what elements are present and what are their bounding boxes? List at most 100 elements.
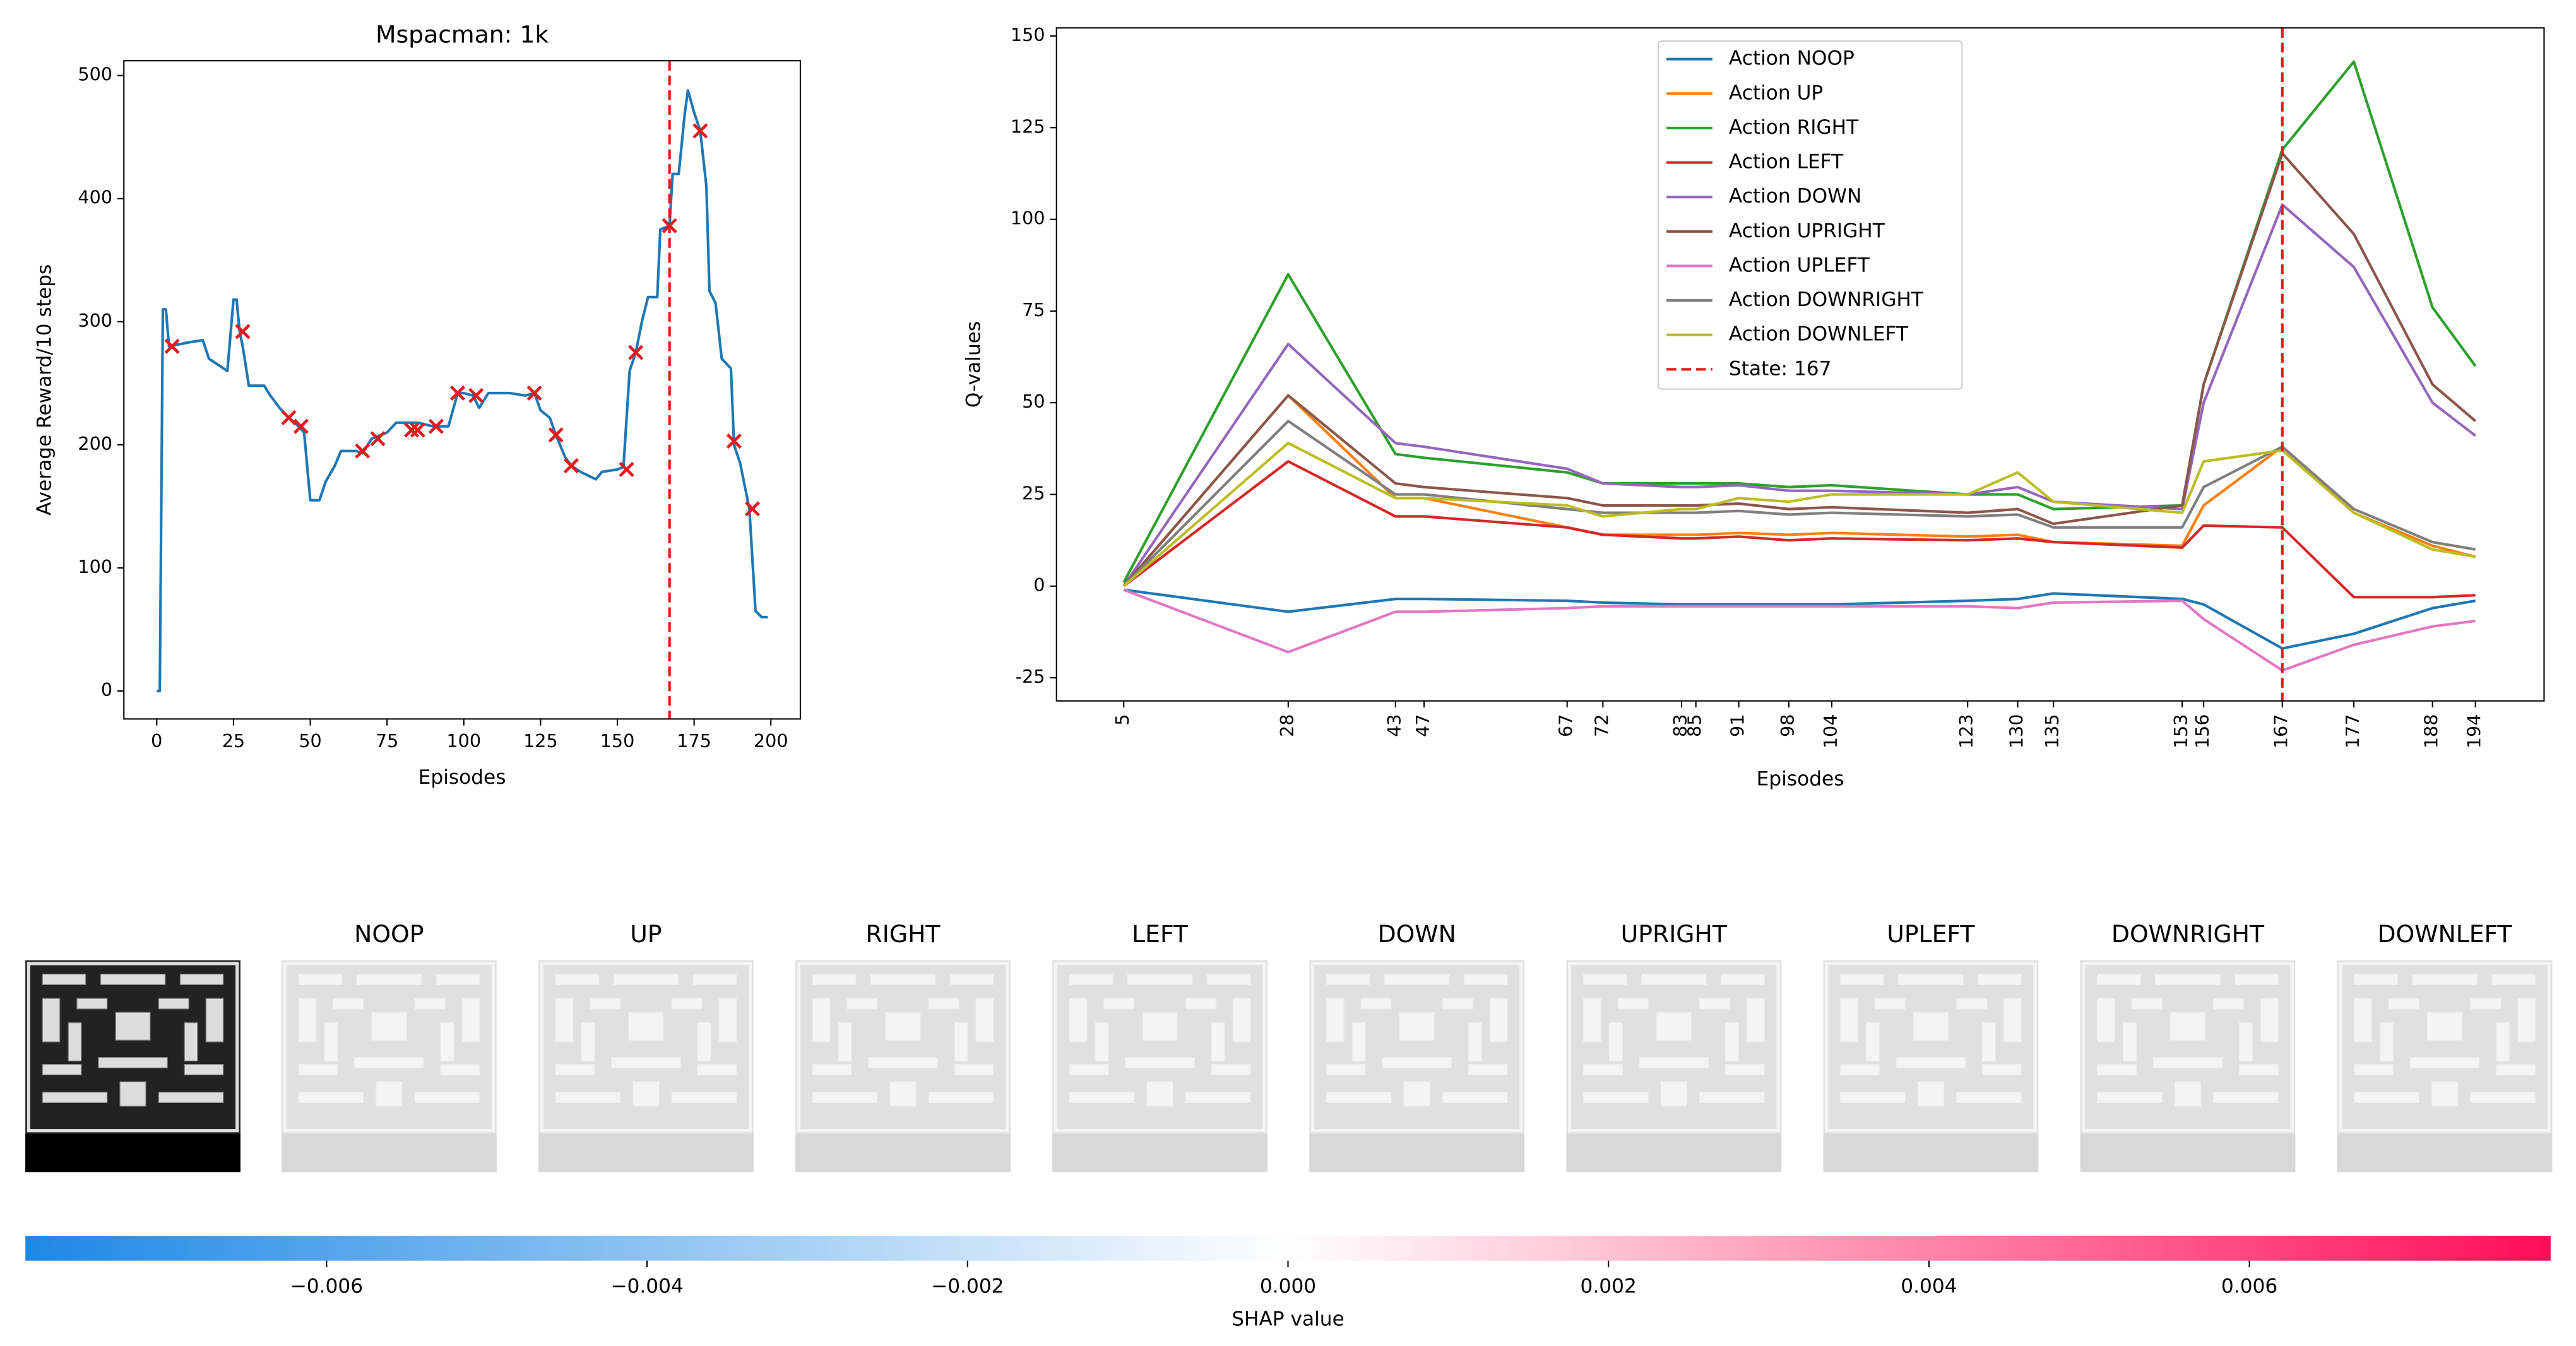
maze-wall bbox=[2409, 1057, 2480, 1068]
y-tick-label: -25 bbox=[1016, 666, 1045, 687]
x-tick-label: 153 bbox=[2170, 714, 2192, 749]
maze-wall bbox=[184, 1064, 224, 1075]
maze-wall bbox=[697, 1064, 737, 1075]
maze-wall bbox=[1746, 998, 1765, 1042]
maze-wall bbox=[1069, 1092, 1135, 1103]
maze-wall bbox=[838, 1022, 852, 1061]
maze-wall bbox=[868, 1057, 938, 1068]
maze-wall bbox=[42, 1064, 82, 1075]
marker bbox=[692, 123, 708, 139]
maze-wall bbox=[2213, 998, 2245, 1010]
panel-title: DOWN bbox=[1378, 920, 1456, 948]
x-tick-label: 75 bbox=[376, 730, 398, 752]
x-axis-label: Episodes bbox=[418, 766, 506, 789]
x-tick-label: 194 bbox=[2464, 714, 2485, 749]
maze-wall bbox=[975, 998, 994, 1042]
marker bbox=[370, 431, 386, 447]
maze-wall bbox=[1351, 1022, 1366, 1061]
maze-wall bbox=[555, 1092, 621, 1103]
maze-wall bbox=[440, 1064, 480, 1075]
marker bbox=[548, 427, 564, 443]
maze-wall bbox=[1840, 1092, 1906, 1103]
x-tick-label: −0.006 bbox=[290, 1275, 363, 1297]
x-tick-label: 5 bbox=[1112, 714, 1133, 726]
maze-wall bbox=[2388, 998, 2419, 1010]
maze-wall bbox=[1840, 1064, 1880, 1075]
x-tick-label: 0 bbox=[151, 730, 162, 752]
maze-wall bbox=[812, 998, 831, 1042]
maze-wall bbox=[2470, 998, 2502, 1010]
maze-wall bbox=[98, 1057, 168, 1068]
x-tick-label: 125 bbox=[523, 730, 558, 752]
maze-wall bbox=[1583, 1092, 1649, 1103]
maze-wall bbox=[68, 1022, 82, 1061]
status-bar bbox=[25, 1133, 240, 1172]
maze-wall bbox=[1660, 1081, 1687, 1107]
maze-wall bbox=[1583, 1064, 1623, 1075]
maze-wall bbox=[697, 1022, 711, 1061]
maze-wall bbox=[885, 1012, 921, 1041]
x-tick-label: 188 bbox=[2421, 714, 2442, 749]
x-tick-label: 135 bbox=[2041, 714, 2063, 749]
maze-wall bbox=[2496, 1064, 2536, 1075]
maze-wall bbox=[1583, 974, 1627, 985]
x-tick-label: 175 bbox=[677, 730, 711, 752]
legend: Action NOOP Action UP Action RIGHT Action L… bbox=[1658, 40, 1963, 390]
legend-frame bbox=[1658, 40, 1963, 390]
marker bbox=[744, 501, 761, 517]
y-axis-label: Q-values bbox=[963, 321, 985, 408]
maze-wall bbox=[356, 974, 422, 985]
maze-wall bbox=[2123, 1022, 2137, 1061]
maze-wall bbox=[100, 974, 166, 985]
maze-wall bbox=[1956, 998, 1988, 1010]
maze-wall bbox=[1211, 1064, 1251, 1075]
maze-wall bbox=[2354, 998, 2372, 1042]
maze-border bbox=[2339, 962, 2551, 1133]
maze-border bbox=[1568, 962, 1780, 1133]
maze-wall bbox=[2097, 1092, 2163, 1103]
x-tick-label: −0.004 bbox=[610, 1275, 683, 1297]
y-tick-label: 100 bbox=[1011, 208, 1045, 229]
maze-wall bbox=[2155, 974, 2221, 985]
maze-wall bbox=[555, 998, 574, 1042]
maze-wall bbox=[671, 1092, 737, 1103]
maze-wall bbox=[2354, 1092, 2419, 1103]
maze-wall bbox=[1699, 1092, 1765, 1103]
marker bbox=[468, 387, 484, 403]
marker bbox=[726, 433, 742, 449]
maze-wall bbox=[613, 974, 679, 985]
colorbar bbox=[25, 1236, 2551, 1261]
maze-wall bbox=[1641, 974, 1707, 985]
maze-wall bbox=[76, 998, 108, 1010]
status-bar bbox=[1823, 1133, 2039, 1172]
x-tick-label: 0.002 bbox=[1581, 1275, 1637, 1297]
x-tick-label: 25 bbox=[222, 730, 245, 752]
maze-wall bbox=[2517, 998, 2536, 1042]
y-tick-label: 500 bbox=[78, 64, 112, 85]
maze-wall bbox=[1095, 1022, 1109, 1061]
marker bbox=[619, 461, 634, 477]
maze-wall bbox=[555, 1064, 595, 1075]
maze-border bbox=[797, 962, 1009, 1133]
y-tick-label: 75 bbox=[1022, 299, 1045, 321]
maze-wall bbox=[949, 974, 994, 985]
maze-wall bbox=[298, 1064, 338, 1075]
maze-wall bbox=[42, 974, 86, 985]
maze-wall bbox=[1125, 1057, 1195, 1068]
x-tick-label: 98 bbox=[1777, 714, 1798, 737]
maze-wall bbox=[2097, 974, 2141, 985]
maze-border bbox=[2082, 962, 2294, 1133]
y-tick-label: 300 bbox=[78, 310, 112, 331]
maze-wall bbox=[692, 974, 737, 985]
marker bbox=[164, 338, 180, 354]
maze-wall bbox=[812, 1092, 878, 1103]
maze-wall bbox=[42, 1092, 108, 1103]
maze-wall bbox=[354, 1057, 424, 1068]
maze-wall bbox=[1840, 974, 1884, 985]
maze-wall bbox=[1917, 1081, 1944, 1107]
legend-label: Action DOWN bbox=[1729, 185, 1861, 208]
line bbox=[1122, 460, 2476, 599]
maze-wall bbox=[1724, 1064, 1765, 1075]
maze-wall bbox=[2152, 1057, 2223, 1068]
maze-wall bbox=[324, 1022, 338, 1061]
